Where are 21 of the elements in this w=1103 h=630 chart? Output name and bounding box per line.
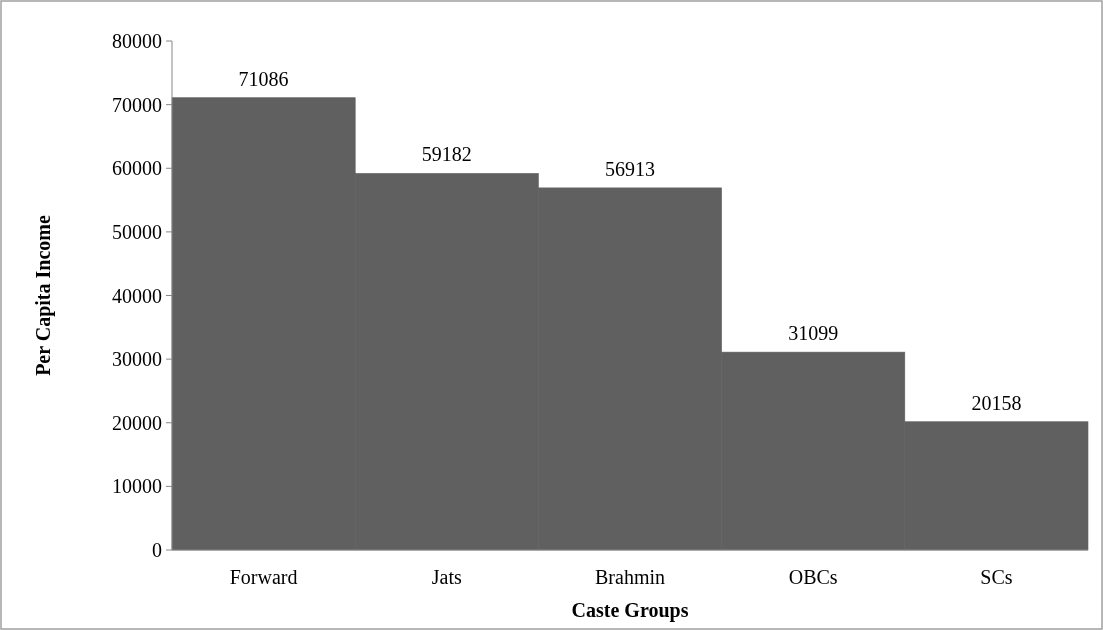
x-tick-label: SCs [980,566,1013,588]
y-tick-label: 70000 [112,93,162,116]
x-tick-label: Jats [431,566,463,588]
data-label: 31099 [788,322,839,345]
x-tick-label: OBCs [788,566,838,588]
data-label: 20158 [971,391,1022,414]
data-label: 56913 [605,157,655,180]
data-label: 59182 [421,143,472,166]
y-tick-label: 80000 [112,30,162,52]
x-tick-label: Brahmin [595,566,665,588]
y-axis-title: Per Capita Income [32,215,55,376]
y-tick-label: 30000 [112,348,162,371]
y-tick-label: 10000 [112,475,162,498]
x-axis-title: Caste Groups [571,599,689,622]
y-tick-label: 60000 [112,157,162,180]
x-tick-label: Forward [229,566,298,588]
y-tick-label: 0 [152,539,162,561]
data-label: 71086 [238,67,289,90]
y-tick-label: 40000 [112,284,162,307]
y-tick-label: 50000 [112,220,162,243]
y-tick-label: 20000 [112,411,162,434]
